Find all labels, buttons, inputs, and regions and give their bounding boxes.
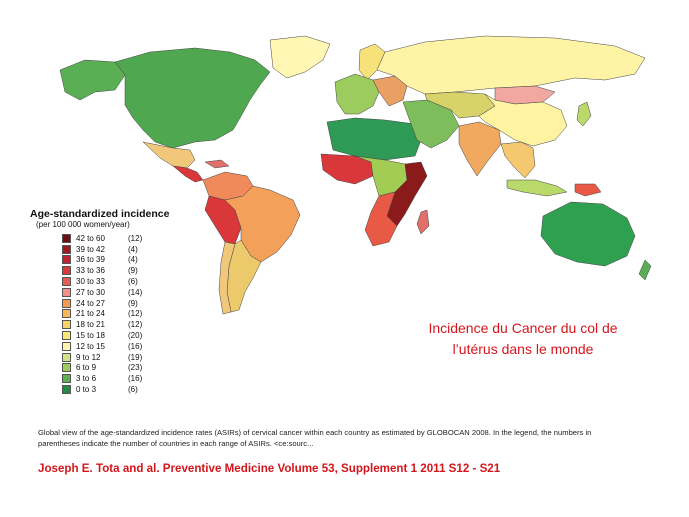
legend-count: (9) bbox=[128, 298, 138, 308]
legend-range: 21 to 24 bbox=[76, 309, 105, 319]
legend-count: (12) bbox=[128, 309, 143, 319]
legend-range: 18 to 21 bbox=[76, 320, 105, 330]
legend-range: 0 to 3 bbox=[76, 385, 97, 395]
legend-count: (16) bbox=[128, 374, 143, 384]
legend-count: (14) bbox=[128, 287, 143, 297]
legend-swatch bbox=[62, 233, 71, 243]
region-mexico bbox=[142, 141, 196, 169]
legend-item: 24 to 27 (9) bbox=[62, 298, 160, 309]
legend-item: 6 to 9 (23) bbox=[62, 363, 160, 374]
legend-item: 18 to 21 (12) bbox=[62, 319, 160, 330]
legend-count: (4) bbox=[128, 255, 138, 265]
region-caribbean bbox=[204, 159, 230, 169]
legend-count: (6) bbox=[128, 277, 138, 287]
legend-swatch bbox=[62, 374, 71, 384]
region-southeast-asia bbox=[500, 141, 536, 179]
legend-item: 33 to 36 (9) bbox=[62, 265, 160, 276]
figure-caption: Global view of the age-standardized inci… bbox=[38, 428, 592, 448]
legend-swatch bbox=[62, 309, 71, 319]
legend-rows: 42 to 60 (12) 39 to 42 (4) 36 to 39 (4) 33 to … bbox=[30, 233, 160, 395]
slide-title-line-2: l’utérus dans le monde bbox=[452, 341, 594, 357]
legend-item: 36 to 39 (4) bbox=[62, 255, 160, 266]
region-north-america bbox=[114, 47, 271, 149]
region-australia bbox=[540, 201, 636, 267]
legend-count: (20) bbox=[128, 331, 143, 341]
slide-title: Incidence du Cancer du col de l’utérus d… bbox=[396, 318, 650, 360]
region-greenland bbox=[269, 35, 331, 79]
region-china bbox=[478, 93, 568, 147]
legend-count: (23) bbox=[128, 363, 143, 373]
legend-swatch bbox=[62, 255, 71, 265]
region-east-africa bbox=[386, 161, 428, 227]
world-map bbox=[59, 35, 652, 315]
legend-swatch bbox=[62, 287, 71, 297]
legend-range: 6 to 9 bbox=[76, 363, 97, 373]
region-russia bbox=[376, 35, 646, 95]
legend-swatch bbox=[62, 298, 71, 308]
region-madagascar bbox=[416, 209, 430, 235]
legend-count: (9) bbox=[128, 266, 138, 276]
source-citation: Joseph E. Tota and al. Preventive Medici… bbox=[38, 462, 501, 475]
legend-item: 0 to 3 (6) bbox=[62, 384, 160, 395]
legend-range: 42 to 60 bbox=[76, 233, 105, 243]
legend-range: 9 to 12 bbox=[76, 352, 101, 362]
legend-swatch bbox=[62, 341, 71, 351]
region-new-zealand bbox=[638, 259, 652, 281]
legend-subtitle: (per 100 000 women/year) bbox=[36, 220, 130, 229]
legend-swatch bbox=[62, 363, 71, 373]
legend-range: 24 to 27 bbox=[76, 298, 105, 308]
legend-count: (16) bbox=[128, 341, 143, 351]
legend-swatch bbox=[62, 277, 71, 287]
legend-count: (4) bbox=[128, 244, 138, 254]
region-indonesia bbox=[506, 179, 568, 197]
legend-swatch bbox=[62, 385, 71, 395]
map-legend: Age-standardized incidence (per 100 000 … bbox=[30, 208, 170, 395]
legend-count: (12) bbox=[128, 233, 143, 243]
region-japan bbox=[576, 101, 592, 127]
region-png bbox=[574, 183, 602, 197]
legend-count: (6) bbox=[128, 385, 138, 395]
legend-item: 30 to 33 (6) bbox=[62, 276, 160, 287]
legend-range: 36 to 39 bbox=[76, 255, 105, 265]
legend-item: 42 to 60 (12) bbox=[62, 233, 160, 244]
legend-item: 39 to 42 (4) bbox=[62, 244, 160, 255]
legend-range: 27 to 30 bbox=[76, 287, 105, 297]
legend-swatch bbox=[62, 266, 71, 276]
legend-range: 15 to 18 bbox=[76, 331, 105, 341]
legend-swatch bbox=[62, 320, 71, 330]
legend-swatch bbox=[62, 331, 71, 341]
legend-item: 3 to 6 (16) bbox=[62, 373, 160, 384]
legend-range: 12 to 15 bbox=[76, 341, 105, 351]
slide-title-line-1: Incidence du Cancer du col de bbox=[428, 320, 618, 336]
region-chile bbox=[218, 241, 236, 315]
legend-range: 33 to 36 bbox=[76, 266, 105, 276]
region-alaska bbox=[59, 59, 126, 101]
region-western-europe bbox=[334, 73, 380, 115]
legend-range: 39 to 42 bbox=[76, 244, 105, 254]
legend-title: Age-standardized incidence bbox=[30, 208, 170, 220]
region-north-africa bbox=[326, 117, 422, 161]
legend-item: 12 to 15 (16) bbox=[62, 341, 160, 352]
legend-item: 27 to 30 (14) bbox=[62, 287, 160, 298]
legend-range: 30 to 33 bbox=[76, 277, 105, 287]
region-mongolia bbox=[494, 85, 556, 105]
region-central-america bbox=[172, 165, 204, 183]
legend-item: 15 to 18 (20) bbox=[62, 330, 160, 341]
legend-item: 9 to 12 (19) bbox=[62, 352, 160, 363]
region-southern-africa bbox=[364, 191, 398, 247]
legend-range: 3 to 6 bbox=[76, 374, 97, 384]
region-india bbox=[458, 121, 502, 177]
legend-count: (19) bbox=[128, 352, 143, 362]
legend-item: 21 to 24 (12) bbox=[62, 309, 160, 320]
legend-count: (12) bbox=[128, 320, 143, 330]
region-brazil bbox=[224, 185, 301, 263]
legend-swatch bbox=[62, 244, 71, 254]
legend-swatch bbox=[62, 352, 71, 362]
